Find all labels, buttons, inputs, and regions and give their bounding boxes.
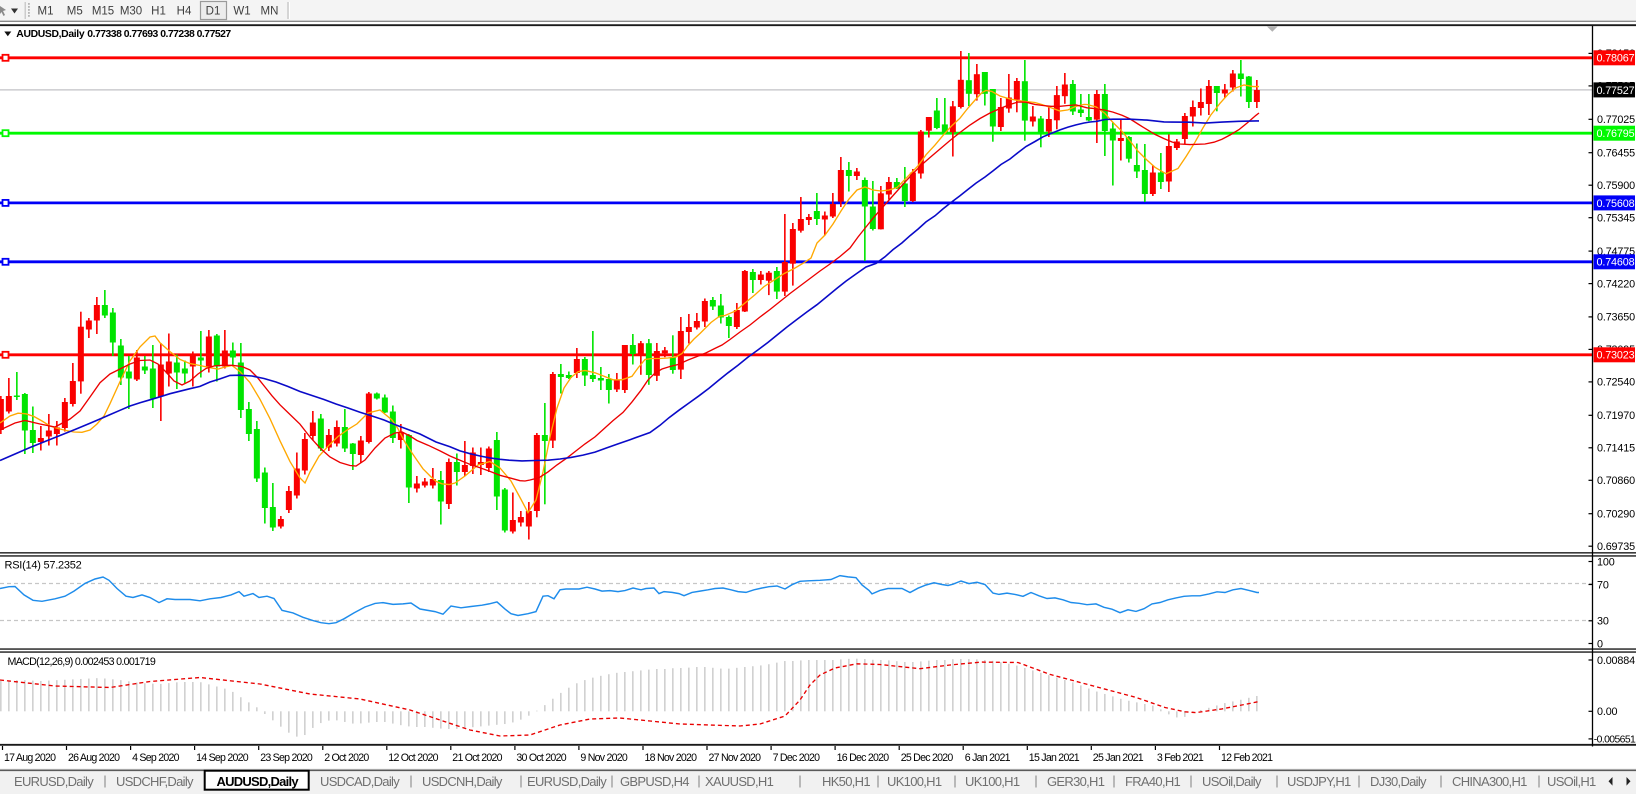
svg-text:0.75608: 0.75608 xyxy=(1597,198,1635,210)
svg-text:0.77527: 0.77527 xyxy=(1597,85,1635,97)
svg-text:UK100,H1: UK100,H1 xyxy=(887,774,942,789)
svg-text:0.78067: 0.78067 xyxy=(1597,53,1635,65)
svg-text:0.76455: 0.76455 xyxy=(1597,148,1635,160)
svg-text:XAUUSD,H1: XAUUSD,H1 xyxy=(705,774,774,789)
svg-text:0.74220: 0.74220 xyxy=(1597,278,1635,290)
svg-text:UK100,H1: UK100,H1 xyxy=(965,774,1020,789)
svg-text:RSI(14) 57.2352: RSI(14) 57.2352 xyxy=(5,560,82,572)
svg-text:-0.005651: -0.005651 xyxy=(1594,735,1636,746)
svg-text:D1: D1 xyxy=(206,6,221,18)
svg-text:H1: H1 xyxy=(151,6,166,18)
svg-text:EURUSD,Daily: EURUSD,Daily xyxy=(527,774,607,789)
svg-text:USDCAD,Daily: USDCAD,Daily xyxy=(320,774,400,789)
svg-text:15 Jan 2021: 15 Jan 2021 xyxy=(1029,752,1080,764)
svg-text:0: 0 xyxy=(1597,638,1603,650)
svg-text:100: 100 xyxy=(1597,556,1615,568)
svg-text:CHINA300,H1: CHINA300,H1 xyxy=(1452,774,1527,789)
svg-text:0.75345: 0.75345 xyxy=(1597,213,1635,225)
svg-text:M30: M30 xyxy=(120,6,142,18)
svg-text:0.71415: 0.71415 xyxy=(1597,443,1635,455)
svg-text:USDJPY,H1: USDJPY,H1 xyxy=(1287,774,1351,789)
svg-text:23 Sep 2020: 23 Sep 2020 xyxy=(260,752,313,764)
svg-text:0.69735: 0.69735 xyxy=(1597,541,1635,553)
svg-text:2 Oct 2020: 2 Oct 2020 xyxy=(324,752,369,764)
svg-text:17 Aug 2020: 17 Aug 2020 xyxy=(4,752,56,764)
svg-text:MACD(12,26,9) 0.002453 0.00171: MACD(12,26,9) 0.002453 0.001719 xyxy=(8,656,156,668)
svg-text:0.72540: 0.72540 xyxy=(1597,377,1635,389)
svg-text:W1: W1 xyxy=(233,6,250,18)
svg-text:EURUSD,Daily: EURUSD,Daily xyxy=(14,774,94,789)
svg-text:GER30,H1: GER30,H1 xyxy=(1047,774,1105,789)
svg-text:M15: M15 xyxy=(92,6,114,18)
svg-text:3 Feb 2021: 3 Feb 2021 xyxy=(1157,752,1204,764)
svg-text:M1: M1 xyxy=(38,6,54,18)
svg-text:30 Oct 2020: 30 Oct 2020 xyxy=(516,752,566,764)
svg-text:30: 30 xyxy=(1597,616,1609,628)
svg-text:25 Jan 2021: 25 Jan 2021 xyxy=(1093,752,1144,764)
svg-text:0.70290: 0.70290 xyxy=(1597,509,1635,521)
svg-text:6 Jan 2021: 6 Jan 2021 xyxy=(965,752,1011,764)
svg-text:DJ30,Daily: DJ30,Daily xyxy=(1370,774,1427,789)
svg-text:0.76795: 0.76795 xyxy=(1597,128,1635,140)
svg-text:USDCNH,Daily: USDCNH,Daily xyxy=(422,774,503,789)
svg-text:0.73650: 0.73650 xyxy=(1597,312,1635,324)
svg-text:GBPUSD,H4: GBPUSD,H4 xyxy=(620,774,689,789)
svg-text:4 Sep 2020: 4 Sep 2020 xyxy=(132,752,180,764)
svg-text:H4: H4 xyxy=(177,6,192,18)
svg-text:0.77338 0.77693 0.77238 0.7752: 0.77338 0.77693 0.77238 0.77527 xyxy=(87,29,231,40)
svg-text:FRA40,H1: FRA40,H1 xyxy=(1125,774,1181,789)
svg-text:18 Nov 2020: 18 Nov 2020 xyxy=(645,752,698,764)
svg-text:USOil,H1: USOil,H1 xyxy=(1547,774,1596,789)
svg-text:9 Nov 2020: 9 Nov 2020 xyxy=(580,752,628,764)
svg-text:0.70860: 0.70860 xyxy=(1597,475,1635,487)
svg-text:21 Oct 2020: 21 Oct 2020 xyxy=(452,752,502,764)
svg-text:0.77025: 0.77025 xyxy=(1597,114,1635,126)
svg-text:16 Dec 2020: 16 Dec 2020 xyxy=(837,752,890,764)
svg-text:0.00: 0.00 xyxy=(1597,706,1618,718)
svg-text:AUDUSD,Daily: AUDUSD,Daily xyxy=(16,29,85,40)
svg-text:M5: M5 xyxy=(67,6,83,18)
svg-text:70: 70 xyxy=(1597,579,1609,591)
svg-text:0.00884: 0.00884 xyxy=(1597,655,1635,667)
svg-text:27 Nov 2020: 27 Nov 2020 xyxy=(709,752,762,764)
svg-text:26 Aug 2020: 26 Aug 2020 xyxy=(68,752,120,764)
svg-text:0.71970: 0.71970 xyxy=(1597,410,1635,422)
svg-text:AUDUSD,Daily: AUDUSD,Daily xyxy=(217,774,300,789)
svg-text:USOil,Daily: USOil,Daily xyxy=(1202,774,1262,789)
svg-text:MN: MN xyxy=(261,6,279,18)
svg-text:0.75900: 0.75900 xyxy=(1597,180,1635,192)
svg-text:USDCHF,Daily: USDCHF,Daily xyxy=(116,774,194,789)
svg-text:14 Sep 2020: 14 Sep 2020 xyxy=(196,752,249,764)
svg-text:7 Dec 2020: 7 Dec 2020 xyxy=(773,752,821,764)
svg-text:0.74608: 0.74608 xyxy=(1597,257,1635,269)
svg-text:HK50,H1: HK50,H1 xyxy=(822,774,870,789)
svg-text:0.73023: 0.73023 xyxy=(1597,350,1635,362)
svg-text:12 Oct 2020: 12 Oct 2020 xyxy=(388,752,438,764)
svg-text:12 Feb 2021: 12 Feb 2021 xyxy=(1221,752,1273,764)
svg-text:25 Dec 2020: 25 Dec 2020 xyxy=(901,752,954,764)
